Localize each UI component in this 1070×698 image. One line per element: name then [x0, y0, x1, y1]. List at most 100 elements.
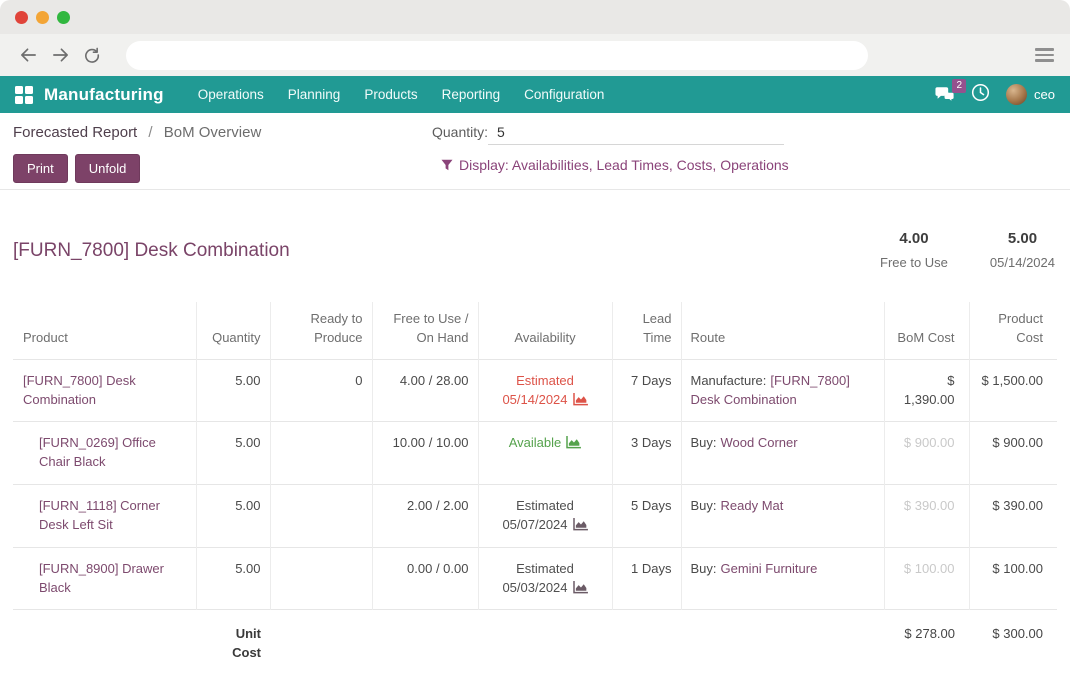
messages-icon[interactable]: 2: [935, 79, 967, 103]
route-link[interactable]: Gemini Furniture: [720, 560, 818, 576]
col-header-route: Route: [681, 302, 885, 360]
minimize-window-button[interactable]: [36, 10, 49, 24]
menu-configuration[interactable]: Configuration: [524, 87, 605, 102]
browser-menu-icon[interactable]: [1035, 48, 1054, 62]
reload-icon[interactable]: [80, 43, 104, 67]
route-type: Buy:: [690, 435, 717, 451]
route-cell: Buy: Wood Corner: [681, 421, 885, 485]
menu-reporting[interactable]: Reporting: [441, 87, 501, 102]
summary-value: 4.00: [899, 230, 929, 247]
availability-date: 05/14/2024: [488, 391, 603, 410]
product-link[interactable]: [FURN_1118] Corner Desk Left Sit: [39, 498, 160, 532]
summary-label: Free to Use: [880, 255, 948, 270]
zoom-window-button[interactable]: [57, 10, 70, 24]
bom-cost-cell: $ 900.00: [884, 421, 970, 485]
table-row: [FURN_0269] Office Chair Black 5.00 10.0…: [13, 421, 1057, 485]
route-cell: Buy: Ready Mat: [681, 484, 885, 548]
quantity-input[interactable]: [488, 122, 785, 145]
bom-overview-table: Product Quantity Ready to Produce Free t…: [13, 302, 1057, 675]
back-icon[interactable]: [16, 43, 40, 67]
route-type: Buy:: [690, 498, 717, 514]
forward-icon[interactable]: [48, 43, 72, 67]
message-count-badge: 2: [952, 79, 967, 93]
route-link[interactable]: Wood Corner: [720, 435, 798, 451]
area-chart-icon[interactable]: [572, 517, 588, 531]
availability-status: Estimated: [516, 560, 574, 576]
close-window-button[interactable]: [15, 10, 28, 24]
col-header-quantity: Quantity: [196, 302, 271, 360]
control-panel: Forecasted Report / BoM Overview Print U…: [0, 113, 1070, 190]
breadcrumb-forecasted-report[interactable]: Forecasted Report: [13, 124, 138, 141]
quantity-cell: 5.00: [196, 359, 271, 422]
area-chart-icon[interactable]: [566, 436, 582, 449]
print-button[interactable]: Print: [13, 154, 68, 183]
summary-label: 05/14/2024: [989, 255, 1055, 270]
quantity-label: Quantity:: [432, 124, 489, 140]
summary-free-to-use: 4.00 Free to Use: [880, 230, 948, 270]
bom-cost-cell: $ 100.00: [884, 547, 970, 610]
col-header-ready-to-produce: Ready to Produce: [270, 302, 373, 360]
col-header-availability: Availability: [478, 302, 613, 360]
activities-clock-icon[interactable]: [971, 83, 990, 107]
ready-to-produce-cell: 0: [270, 359, 373, 422]
window-titlebar: [0, 0, 1070, 34]
product-link[interactable]: [FURN_0269] Office Chair Black: [39, 435, 156, 470]
report-summary: 4.00 Free to Use 5.00 05/14/2024: [880, 230, 1057, 270]
unfold-button[interactable]: Unfold: [74, 154, 141, 183]
table-row: [FURN_7800] Desk Combination 5.00 0 4.00…: [13, 359, 1057, 422]
apps-grid-icon[interactable]: [15, 85, 33, 104]
col-header-product-cost: Product Cost: [998, 311, 1043, 345]
breadcrumb-bom-overview: BoM Overview: [163, 124, 262, 141]
app-name[interactable]: Manufacturing: [44, 84, 164, 104]
availability-status: Estimated: [516, 372, 574, 388]
availability-cell: Available: [478, 421, 613, 485]
area-chart-icon[interactable]: [572, 580, 588, 594]
lead-time-cell: 7 Days: [612, 359, 682, 422]
route-link[interactable]: [FURN_7800] Desk Combination: [690, 372, 850, 407]
route-link[interactable]: Ready Mat: [720, 498, 784, 514]
route-type: Manufacture:: [690, 372, 767, 388]
table-footer-row: Unit Cost $ 278.00 $ 300.00: [13, 610, 1057, 675]
display-filter[interactable]: Display: Availabilities, Lead Times, Cos…: [441, 157, 789, 173]
breadcrumb: Forecasted Report / BoM Overview: [13, 124, 1057, 141]
table-row: [FURN_1118] Corner Desk Left Sit 5.00 2.…: [13, 484, 1057, 548]
user-menu[interactable]: ceo: [1006, 84, 1055, 105]
area-chart-icon[interactable]: [572, 392, 588, 406]
page-title: [FURN_7800] Desk Combination: [13, 240, 290, 261]
ready-to-produce-cell: [270, 484, 373, 548]
route-cell: Manufacture: [FURN_7800] Desk Combination: [681, 359, 885, 422]
availability-date: 05/07/2024: [488, 516, 603, 535]
table-row: [FURN_8900] Drawer Black 5.00 0.00 / 0.0…: [13, 547, 1057, 610]
breadcrumb-separator: /: [148, 124, 153, 141]
free-on-hand-cell: 0.00 / 0.00: [372, 547, 479, 610]
menu-planning[interactable]: Planning: [287, 87, 341, 102]
menu-operations[interactable]: Operations: [197, 87, 264, 102]
ready-to-produce-cell: [270, 421, 373, 485]
menu-products[interactable]: Products: [364, 87, 418, 102]
bom-cost-cell: $ 390.00: [884, 484, 970, 548]
lead-time-cell: 1 Days: [612, 547, 682, 610]
avatar: [1006, 84, 1028, 105]
route-cell: Buy: Gemini Furniture: [681, 547, 885, 610]
product-cost-cell: $ 900.00: [992, 435, 1043, 451]
total-bom-cost: $ 278.00: [904, 626, 955, 642]
free-on-hand-cell: 10.00 / 10.00: [372, 421, 479, 485]
lead-time-cell: 3 Days: [612, 421, 682, 485]
availability-status: Available: [488, 434, 603, 453]
free-on-hand-cell: 4.00 / 28.00: [372, 359, 479, 422]
display-filter-label: Display: Availabilities, Lead Times, Cos…: [459, 157, 789, 173]
summary-forecast-date: 5.00 05/14/2024: [990, 230, 1055, 270]
quantity-cell: 5.00: [196, 547, 271, 610]
filter-icon: [441, 159, 453, 171]
product-cost-cell: $ 1,500.00: [981, 372, 1043, 388]
availability-status: Estimated: [516, 498, 574, 514]
summary-value: 5.00: [1007, 230, 1038, 247]
product-link[interactable]: [FURN_7800] Desk Combination: [23, 372, 136, 407]
col-header-free-on-hand: Free to Use / On Hand: [372, 302, 479, 360]
ready-to-produce-cell: [270, 547, 373, 610]
col-header-product: Product: [13, 302, 197, 360]
user-name: ceo: [1034, 87, 1055, 102]
address-bar[interactable]: [126, 40, 868, 70]
product-link[interactable]: [FURN_8900] Drawer Black: [39, 560, 164, 595]
col-header-bom-cost: BoM Cost: [884, 302, 970, 360]
